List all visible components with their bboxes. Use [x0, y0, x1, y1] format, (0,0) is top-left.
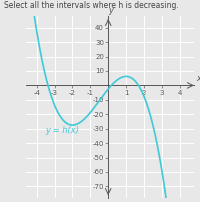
- Text: y = h(x): y = h(x): [46, 126, 80, 135]
- Text: Select all the intervals where h is decreasing.: Select all the intervals where h is decr…: [4, 1, 179, 10]
- Text: y: y: [108, 6, 113, 15]
- Text: x: x: [196, 74, 200, 83]
